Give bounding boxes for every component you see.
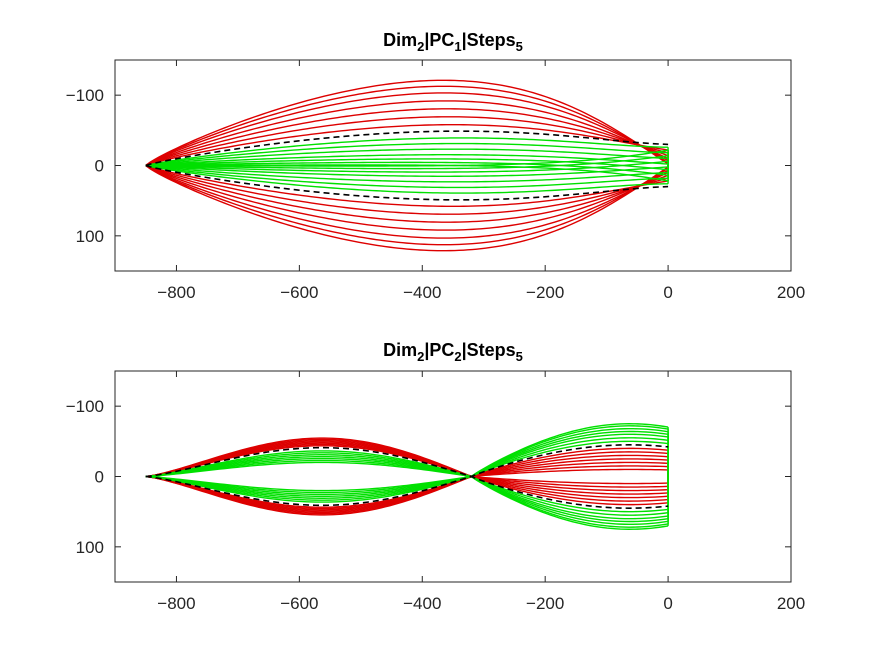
x-tick-label: −600: [280, 594, 318, 613]
series-line-positive: [145, 164, 669, 246]
series-line-positive: [145, 454, 669, 511]
subplot-pc2: Dim2|PC2|Steps5 −800 −600 −400 −200 0 200 −100…: [66, 340, 805, 613]
mean-shape-line: [145, 164, 669, 201]
series-line-positive: [145, 164, 669, 239]
series-line-positive: [145, 442, 669, 499]
series-line-positive: [145, 164, 669, 223]
series-line-negative: [145, 164, 669, 182]
series-line-negative: [145, 452, 669, 516]
series-line-negative: [145, 148, 669, 167]
series-line-negative: [145, 430, 669, 498]
series-line-negative: [145, 425, 669, 494]
series-line-negative: [145, 164, 669, 183]
series-line-negative: [145, 164, 669, 177]
series-line-negative: [145, 427, 669, 496]
x-tick-label: 0: [663, 283, 672, 302]
series-line-positive: [145, 164, 669, 252]
y-tick-label: 100: [76, 538, 104, 557]
series-line-positive: [145, 447, 669, 508]
x-tick-label: 200: [777, 594, 805, 613]
series-line-negative: [145, 433, 669, 499]
series-line-negative: [145, 164, 669, 194]
series-line-negative: [145, 154, 669, 167]
series-line-positive: [145, 458, 669, 512]
y-tick-label: 100: [76, 227, 104, 246]
series-line-positive: [145, 164, 669, 231]
x-tick-label: 200: [777, 283, 805, 302]
series-line-negative: [145, 454, 669, 520]
y-tick-label: 0: [95, 157, 104, 176]
series-line-negative: [145, 437, 669, 501]
series-line-positive: [145, 443, 669, 502]
series-group: [145, 79, 669, 252]
mean-shape-line: [145, 444, 669, 507]
subplot-title: Dim2|PC1|Steps5: [383, 30, 523, 54]
y-tick-label: −100: [66, 86, 104, 105]
series-line-negative: [145, 461, 669, 530]
series-line-negative: [145, 160, 669, 173]
series-line-negative: [145, 161, 669, 177]
series-line-negative: [145, 455, 669, 523]
series-line-negative: [145, 158, 669, 171]
series-line-positive: [145, 441, 669, 495]
plot-area: [114, 370, 792, 583]
x-tick-label: −800: [157, 594, 195, 613]
series-line-positive: [145, 85, 669, 167]
series-line-positive: [145, 164, 669, 207]
series-line-negative: [145, 137, 669, 167]
series-line-negative: [145, 457, 669, 526]
series-line-positive: [145, 461, 669, 514]
series-line-negative: [145, 164, 669, 189]
series-line-positive: [145, 116, 669, 167]
series-line-positive: [145, 79, 669, 167]
series-group: [145, 423, 669, 530]
x-tick-label: −400: [403, 283, 441, 302]
series-line-positive: [145, 445, 669, 506]
x-tick-label: −800: [157, 283, 195, 302]
mean-shape-line: [145, 446, 669, 509]
subplot-pc1: Dim2|PC1|Steps5 −800 −600 −400 −200 0 200 −100…: [66, 30, 805, 302]
series-line-negative: [145, 459, 669, 528]
series-line-positive: [145, 468, 669, 516]
series-line-positive: [145, 451, 669, 510]
series-line-positive: [145, 438, 669, 488]
tick-group: −800 −600 −400 −200 0 200 −100 0 100: [66, 371, 805, 613]
series-line-negative: [145, 154, 669, 170]
subplot-title: Dim2|PC2|Steps5: [383, 340, 523, 364]
mean-shape-line: [145, 130, 669, 167]
tick-group: −800 −600 −400 −200 0 200 −100 0 100: [66, 60, 805, 302]
series-line-negative: [145, 142, 669, 167]
x-tick-label: −200: [526, 283, 564, 302]
x-tick-label: −200: [526, 594, 564, 613]
series-line-negative: [145, 440, 669, 503]
x-tick-label: 0: [663, 594, 672, 613]
series-line-positive: [145, 108, 669, 167]
y-tick-label: 0: [95, 468, 104, 487]
series-line-negative: [145, 450, 669, 513]
y-tick-label: −100: [66, 397, 104, 416]
series-line-positive: [145, 124, 669, 167]
series-line-positive: [145, 92, 669, 167]
series-line-positive: [145, 437, 669, 485]
series-line-negative: [145, 423, 669, 492]
x-tick-label: −600: [280, 283, 318, 302]
series-line-positive: [145, 164, 669, 215]
series-line-positive: [145, 100, 669, 167]
series-line-positive: [145, 465, 669, 515]
x-tick-label: −400: [403, 594, 441, 613]
series-line-positive: [145, 439, 669, 492]
